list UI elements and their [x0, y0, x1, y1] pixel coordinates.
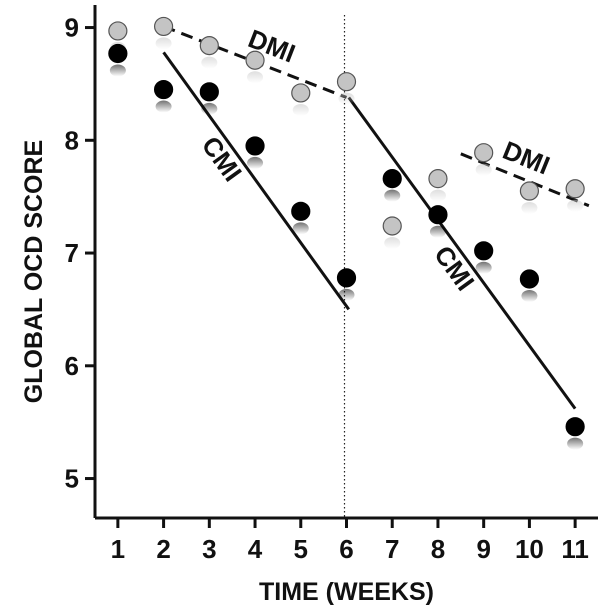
x-tick-label: 8 — [431, 534, 445, 564]
data-point-dmi — [336, 72, 357, 92]
data-point-dmi — [519, 181, 540, 201]
marker-reflection — [109, 64, 126, 77]
data-point-dmi — [428, 169, 448, 189]
x-tick-label: 2 — [156, 534, 170, 564]
axis-titles: TIME (WEEKS) GLOBAL OCD SCORE — [20, 140, 434, 606]
data-point-dmi — [108, 21, 128, 41]
trend-line-cmi — [347, 96, 577, 410]
marker-reflection — [384, 236, 401, 249]
data-point-cmi — [336, 268, 357, 288]
data-points — [108, 16, 585, 450]
trend-line-label-cmi: CMI — [196, 131, 248, 187]
data-point-cmi — [565, 417, 585, 437]
marker-reflection — [475, 261, 492, 274]
tick-labels: 5 6 7 8 9 1 2 3 4 5 6 7 8 9 10 11 — [65, 13, 589, 564]
trend-line-dmi — [460, 152, 590, 208]
x-tick-label: 11 — [561, 534, 589, 564]
data-point-cmi — [153, 79, 174, 100]
x-tick-label: 7 — [385, 534, 399, 564]
data-point-cmi — [474, 241, 494, 261]
data-point-dmi — [153, 16, 174, 37]
marker-reflection — [429, 225, 446, 238]
marker-reflection — [567, 199, 584, 212]
data-point-dmi — [199, 35, 219, 56]
marker-reflection — [292, 222, 309, 235]
marker-reflection — [384, 189, 401, 202]
marker-reflection — [475, 163, 492, 176]
y-tick-label: 9 — [65, 13, 79, 43]
x-tick-label: 9 — [476, 534, 490, 564]
x-tick-label: 5 — [294, 534, 308, 564]
marker-reflection — [429, 189, 446, 202]
x-tick-label: 1 — [111, 534, 125, 564]
marker-reflection — [247, 156, 264, 169]
x-axis-title: TIME (WEEKS) — [259, 578, 434, 606]
data-point-dmi — [565, 179, 585, 199]
marker-reflection — [521, 202, 538, 215]
marker-reflection — [567, 437, 584, 450]
y-tick-label: 8 — [65, 125, 79, 155]
marker-reflection — [201, 56, 218, 69]
data-point-cmi — [108, 43, 128, 64]
marker-reflection — [155, 100, 172, 113]
data-point-cmi — [245, 136, 265, 156]
trend-line-cmi — [162, 51, 351, 311]
trend-line-label-cmi: CMI — [428, 240, 480, 296]
y-tick-label: 7 — [65, 238, 79, 268]
marker-reflection — [521, 289, 538, 302]
trend-line-label-dmi: DMI — [499, 135, 554, 181]
marker-reflection — [292, 103, 309, 116]
data-point-cmi — [519, 269, 540, 289]
data-point-cmi — [382, 169, 402, 189]
marker-reflection — [201, 102, 218, 115]
x-tick-label: 6 — [339, 534, 353, 564]
marker-reflection — [247, 71, 264, 84]
y-tick-label: 5 — [65, 464, 79, 494]
data-point-dmi — [245, 50, 265, 70]
marker-reflection — [338, 288, 355, 301]
marker-reflection — [338, 92, 355, 105]
x-tick-label: 10 — [515, 534, 544, 564]
marker-reflection — [155, 37, 172, 50]
x-tick-label: 4 — [248, 534, 263, 564]
data-point-cmi — [199, 82, 219, 102]
data-point-cmi — [428, 205, 448, 225]
data-point-dmi — [291, 83, 311, 103]
x-tick-label: 3 — [202, 534, 216, 564]
data-point-cmi — [291, 201, 311, 221]
y-axis-title: GLOBAL OCD SCORE — [20, 140, 48, 403]
data-point-dmi — [382, 216, 402, 236]
axes — [85, 5, 598, 528]
data-point-dmi — [474, 143, 494, 163]
y-tick-label: 6 — [65, 351, 79, 381]
